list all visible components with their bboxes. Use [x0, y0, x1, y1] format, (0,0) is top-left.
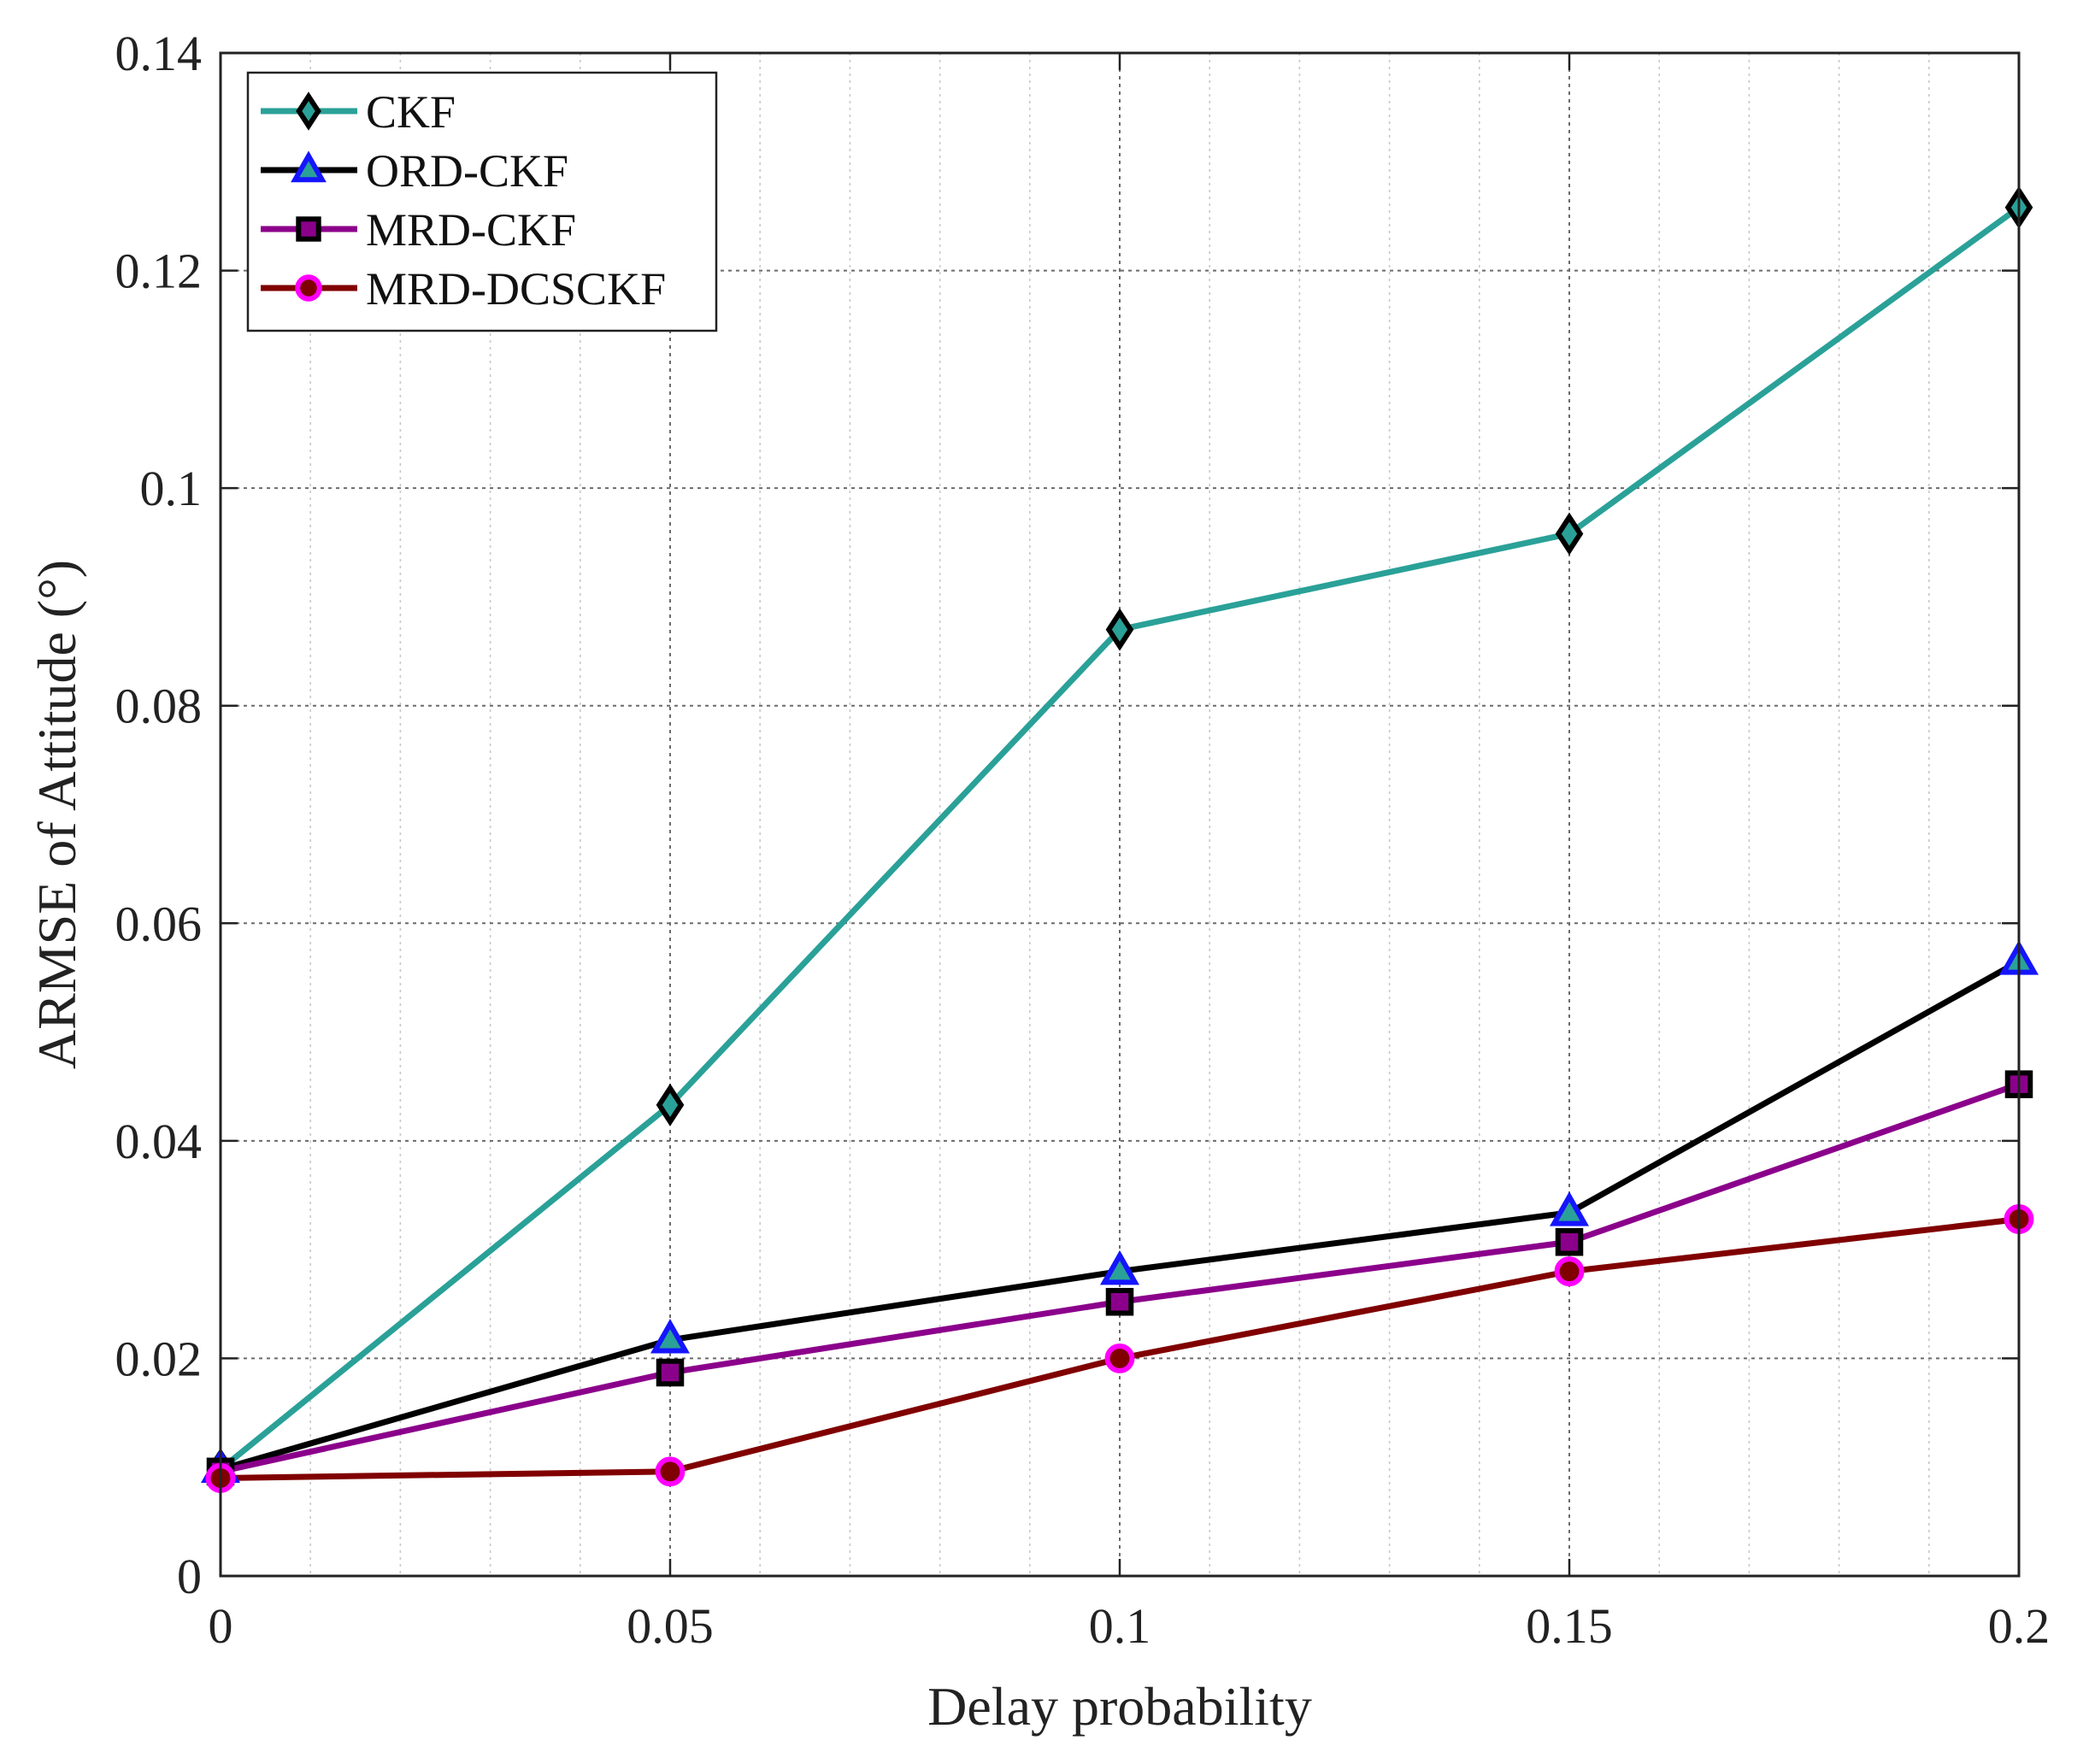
x-tick-label: 0	[209, 1598, 233, 1654]
x-tick-label: 0.1	[1089, 1598, 1151, 1654]
data-point-ord-ckf	[1099, 1250, 1140, 1285]
legend-marker-ord-ckf	[291, 150, 327, 183]
legend-marker-mrd-ckf	[296, 216, 321, 242]
x-axis-label: Delay probability	[927, 1676, 1312, 1737]
data-point-mrd-ckf	[1105, 1287, 1134, 1316]
legend-marker-mrd-dcsckf	[295, 274, 322, 302]
y-tick-label: 0.04	[115, 1114, 203, 1169]
legend-marker-ckf	[296, 91, 321, 131]
x-tick-label: 0.15	[1526, 1598, 1613, 1654]
x-axis-ticks: 0 0.05 0.1 0.15 0.2	[209, 53, 2051, 1654]
y-tick-label: 0.02	[115, 1331, 203, 1386]
y-tick-label: 0.1	[140, 461, 203, 516]
y-tick-label: 0	[177, 1549, 202, 1604]
data-point-ckf	[656, 1083, 685, 1126]
y-axis-ticks: 0 0.02 0.04 0.06 0.08 0.1 0.12 0.14	[115, 26, 2019, 1604]
y-axis-label: ARMSE of Attitude (°)	[26, 560, 87, 1069]
data-point-ckf	[1105, 608, 1134, 651]
x-tick-label: 0.05	[627, 1598, 714, 1654]
data-point-mrd-dcsckf	[1554, 1256, 1585, 1287]
data-point-mrd-ckf	[1555, 1227, 1584, 1256]
legend: CKF ORD-CKF MRD-CKF MRD-DCSCKF	[246, 71, 718, 332]
legend-label: CKF	[366, 86, 456, 138]
x-tick-label: 0.2	[1988, 1598, 2051, 1654]
data-point-ord-ckf	[650, 1319, 691, 1354]
y-tick-label: 0.12	[115, 244, 203, 299]
y-tick-label: 0.14	[115, 26, 203, 81]
data-point-ord-ckf	[1549, 1191, 1590, 1226]
y-tick-label: 0.08	[115, 679, 203, 734]
legend-label: MRD-DCSCKF	[366, 263, 666, 315]
legend-label: ORD-CKF	[366, 145, 568, 197]
y-tick-label: 0.06	[115, 896, 203, 951]
data-point-mrd-ckf	[656, 1358, 685, 1387]
legend-label: MRD-CKF	[366, 204, 576, 256]
data-point-mrd-dcsckf	[655, 1456, 686, 1487]
data-point-ckf	[1555, 512, 1584, 556]
data-point-mrd-dcsckf	[1104, 1343, 1135, 1373]
